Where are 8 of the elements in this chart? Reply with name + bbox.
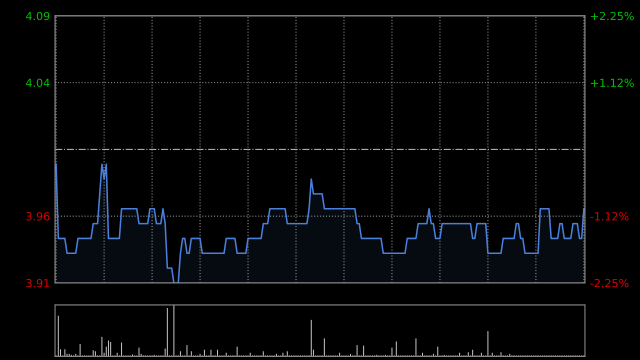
y-tick-label: 4.04: [26, 78, 50, 87]
y2-tick-label: -2.25%: [590, 278, 629, 288]
y-tick-label: 4.09: [26, 12, 50, 20]
y2-tick-label: -1.12%: [590, 212, 629, 221]
y2-tick-label: +1.12%: [591, 78, 634, 87]
y-tick-label: 3.91: [26, 278, 50, 288]
y-tick-label: 3.96: [26, 212, 50, 221]
y2-tick-label: +2.25%: [591, 12, 634, 20]
